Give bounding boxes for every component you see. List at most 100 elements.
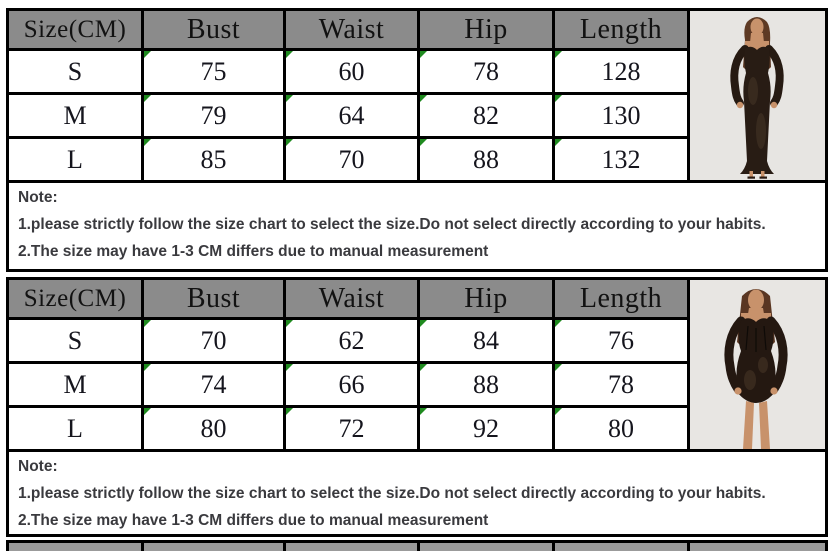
cell-flag-icon [286,408,293,415]
cell-flag-icon [286,139,293,146]
hip-value: 78 [473,56,499,86]
hip-cell: 88 [420,139,552,180]
length-value: 78 [608,369,634,399]
length-cell: 76 [555,320,687,361]
hip-value: 84 [473,325,499,355]
length-cell: 130 [555,95,687,136]
waist-cell: 60 [286,51,417,92]
waist-value: 66 [338,369,365,399]
bust-cell: 75 [144,51,283,92]
hip-cell: 88 [420,364,552,405]
note-title: Note: [18,458,58,475]
bust-value: 79 [200,100,227,130]
cell-flag-icon [420,364,427,371]
cell-flag-icon [555,51,562,58]
col-header-length: Length [555,280,687,317]
next-table-header-partial [6,540,828,551]
cell-flag-icon [286,51,293,58]
mini-dress-illustration [690,280,825,449]
bust-cell: 79 [144,95,283,136]
note-line-1: 1.please strictly follow the size chart … [18,216,766,233]
model-photo-mini-dress [690,280,825,449]
size-table-mini-dress: Size(CM) Bust Waist Hip Length S 70 62 8… [6,277,828,449]
cell-flag-icon [420,51,427,58]
size-table-long-dress: Size(CM) Bust Waist Hip Length S 75 60 7… [6,8,828,180]
waist-value: 60 [338,56,365,86]
cell-flag-icon [555,408,562,415]
size-cell: S [9,51,141,92]
hip-cell: 92 [420,408,552,449]
size-cell: L [9,408,141,449]
bust-cell: 80 [144,408,283,449]
size-cell: M [9,95,141,136]
col-header-bust: Bust [144,11,283,48]
length-value: 128 [601,56,641,86]
cell-flag-icon [144,364,151,371]
size-chart-page: Size(CM) Bust Waist Hip Length S 75 60 7… [6,8,828,551]
size-cell: S [9,320,141,361]
cell-flag-icon [144,139,151,146]
cell-flag-icon [420,139,427,146]
hip-value: 82 [473,100,499,130]
col-header-bust: Bust [144,280,283,317]
waist-cell: 70 [286,139,417,180]
length-value: 130 [601,100,641,130]
size-chart-section-long-dress: Size(CM) Bust Waist Hip Length S 75 60 7… [6,8,828,272]
partial-header-cell [555,543,687,551]
hip-value: 92 [473,413,499,443]
length-cell: 80 [555,408,687,449]
bust-cell: 85 [144,139,283,180]
waist-value: 64 [338,100,365,130]
note-title: Note: [18,189,58,206]
partial-header-cell [144,543,283,551]
partial-header-cell [286,543,417,551]
waist-value: 70 [338,144,365,174]
cell-flag-icon [286,320,293,327]
col-header-length: Length [555,11,687,48]
bust-cell: 74 [144,364,283,405]
size-cell: L [9,139,141,180]
cell-flag-icon [144,95,151,102]
cell-flag-icon [555,95,562,102]
waist-cell: 66 [286,364,417,405]
length-cell: 128 [555,51,687,92]
waist-cell: 72 [286,408,417,449]
waist-value: 62 [338,325,365,355]
size-chart-section-mini-dress: Size(CM) Bust Waist Hip Length S 70 62 8… [6,277,828,537]
bust-value: 85 [200,144,227,174]
hip-value: 88 [473,144,499,174]
waist-cell: 62 [286,320,417,361]
partial-header-cell [690,543,825,551]
note-line-2: 2.The size may have 1-3 CM differs due t… [18,243,489,260]
cell-flag-icon [144,320,151,327]
waist-value: 72 [338,413,365,443]
note-box-long-dress: Note: 1.please strictly follow the size … [6,180,828,272]
waist-cell: 64 [286,95,417,136]
model-photo-long-dress [690,11,825,180]
note-line-1: 1.please strictly follow the size chart … [18,485,766,502]
bust-value: 74 [200,369,227,399]
hip-value: 88 [473,369,499,399]
col-header-waist: Waist [286,11,417,48]
cell-flag-icon [420,320,427,327]
length-value: 132 [601,144,641,174]
cell-flag-icon [144,51,151,58]
length-cell: 78 [555,364,687,405]
cell-flag-icon [144,408,151,415]
cell-flag-icon [286,364,293,371]
col-header-hip: Hip [420,11,552,48]
size-cell: M [9,364,141,405]
length-value: 76 [608,325,634,355]
col-header-size: Size(CM) [9,11,141,48]
long-dress-illustration [690,11,825,180]
cell-flag-icon [555,364,562,371]
length-cell: 132 [555,139,687,180]
col-header-size: Size(CM) [9,280,141,317]
partial-header-cell [420,543,552,551]
bust-value: 75 [200,56,227,86]
hip-cell: 78 [420,51,552,92]
bust-cell: 70 [144,320,283,361]
cell-flag-icon [420,408,427,415]
col-header-hip: Hip [420,280,552,317]
note-box-mini-dress: Note: 1.please strictly follow the size … [6,449,828,537]
